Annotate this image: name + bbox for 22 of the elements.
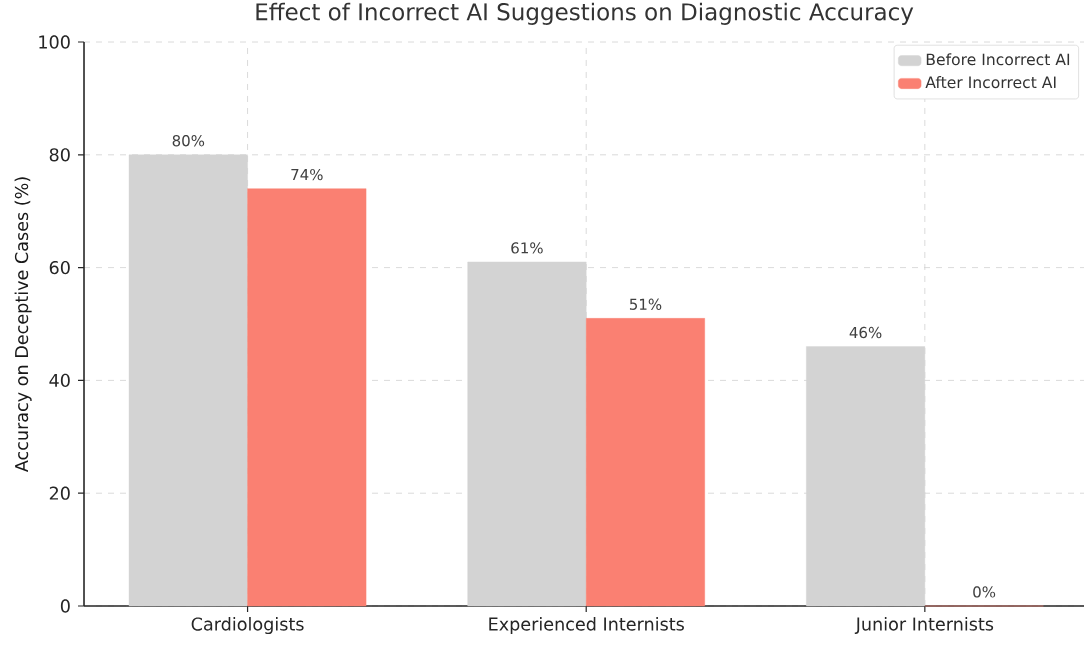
data-label: 61% bbox=[511, 242, 543, 254]
y-tick-label: 40 bbox=[49, 373, 70, 388]
data-label: 51% bbox=[629, 298, 662, 310]
bar bbox=[247, 188, 367, 607]
chart-title: Effect of Incorrect AI Suggestions on Diagnostic Accuracy bbox=[256, 2, 914, 25]
y-tick-label: 80 bbox=[49, 148, 70, 162]
x-tick-label: Junior Internists bbox=[854, 617, 994, 634]
y-tick-label: 100 bbox=[39, 35, 70, 49]
x-tick-label: Experienced Internists bbox=[489, 617, 684, 635]
x-tick-label: Cardiologists bbox=[191, 617, 304, 635]
legend-label: After Incorrect AI bbox=[925, 76, 1056, 89]
data-label: 0% bbox=[973, 586, 996, 598]
y-tick-label: 0 bbox=[60, 599, 70, 613]
bar bbox=[586, 318, 705, 607]
data-label: 46% bbox=[849, 326, 882, 339]
y-tick-label: 60 bbox=[49, 260, 70, 275]
data-label: 80% bbox=[172, 135, 205, 147]
data-label: 74% bbox=[291, 168, 323, 181]
legend-label: Before Incorrect AI bbox=[926, 53, 1070, 66]
y-axis-title: Accuracy on Deceptive Cases (%) bbox=[14, 177, 32, 473]
y-tick-label: 20 bbox=[49, 486, 70, 500]
bar bbox=[806, 346, 926, 607]
